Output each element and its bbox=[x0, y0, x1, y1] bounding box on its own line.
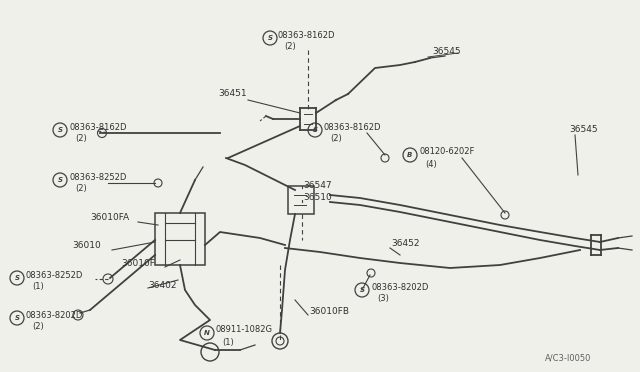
Text: (2): (2) bbox=[284, 42, 296, 51]
Text: N: N bbox=[204, 330, 210, 336]
Text: S: S bbox=[268, 35, 273, 41]
Text: 36402: 36402 bbox=[148, 280, 177, 289]
Circle shape bbox=[53, 173, 67, 187]
Circle shape bbox=[53, 123, 67, 137]
Circle shape bbox=[10, 311, 24, 325]
Text: 08120-6202F: 08120-6202F bbox=[419, 148, 474, 157]
Circle shape bbox=[403, 148, 417, 162]
Text: (4): (4) bbox=[425, 160, 436, 169]
Text: S: S bbox=[312, 127, 317, 133]
Text: 08363-8162D: 08363-8162D bbox=[324, 122, 381, 131]
Text: 08363-8202D: 08363-8202D bbox=[371, 282, 428, 292]
Text: A/C3-I0050: A/C3-I0050 bbox=[545, 353, 591, 362]
Text: 36451: 36451 bbox=[218, 89, 246, 97]
Circle shape bbox=[200, 326, 214, 340]
Text: (1): (1) bbox=[222, 337, 234, 346]
Text: 36010FA: 36010FA bbox=[90, 214, 129, 222]
Text: 36010FB: 36010FB bbox=[309, 308, 349, 317]
Text: (2): (2) bbox=[330, 135, 342, 144]
Text: 08363-8252D: 08363-8252D bbox=[69, 173, 126, 182]
Bar bbox=[155, 213, 205, 265]
Text: B: B bbox=[407, 152, 413, 158]
Text: (1): (1) bbox=[32, 282, 44, 292]
Text: 08363-8162D: 08363-8162D bbox=[69, 122, 127, 131]
Text: 36545: 36545 bbox=[569, 125, 598, 135]
Text: 36547: 36547 bbox=[303, 180, 332, 189]
Text: 08363-8202D: 08363-8202D bbox=[26, 311, 83, 320]
Text: (2): (2) bbox=[75, 185, 87, 193]
Text: S: S bbox=[15, 315, 19, 321]
Text: 08911-1082G: 08911-1082G bbox=[216, 326, 273, 334]
Text: 08363-8162D: 08363-8162D bbox=[278, 31, 335, 39]
Text: 36452: 36452 bbox=[391, 240, 419, 248]
Text: 36010: 36010 bbox=[72, 241, 100, 250]
Text: S: S bbox=[58, 127, 63, 133]
Text: (2): (2) bbox=[75, 135, 87, 144]
Text: S: S bbox=[360, 287, 365, 293]
Text: (3): (3) bbox=[377, 295, 389, 304]
Text: S: S bbox=[15, 275, 19, 281]
Circle shape bbox=[10, 271, 24, 285]
Text: 08363-8252D: 08363-8252D bbox=[26, 270, 83, 279]
Text: 36545: 36545 bbox=[432, 48, 461, 57]
Text: 36010F: 36010F bbox=[121, 259, 155, 267]
Text: S: S bbox=[58, 177, 63, 183]
Circle shape bbox=[355, 283, 369, 297]
Bar bbox=[288, 186, 314, 214]
Text: (2): (2) bbox=[32, 323, 44, 331]
Circle shape bbox=[308, 123, 322, 137]
Circle shape bbox=[263, 31, 277, 45]
Text: 36510: 36510 bbox=[303, 192, 332, 202]
